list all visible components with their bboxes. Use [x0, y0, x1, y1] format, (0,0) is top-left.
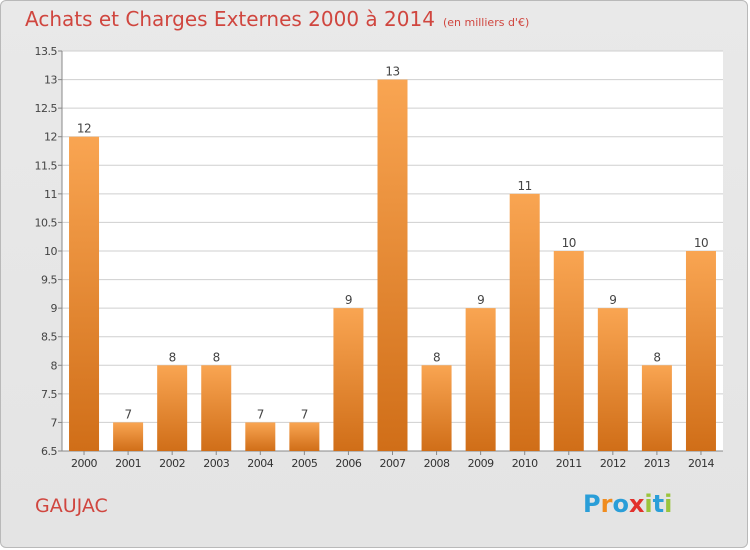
bar-value-label: 8	[653, 350, 660, 364]
x-tick-label: 2001	[115, 457, 141, 470]
y-tick-label: 11.5	[35, 159, 58, 172]
title-text: Achats et Charges Externes 2000 à 2014	[25, 7, 435, 31]
x-tick-label: 2014	[688, 457, 714, 470]
bar	[69, 136, 100, 451]
bar-value-label: 9	[609, 293, 616, 307]
bar	[113, 422, 144, 451]
bar	[509, 193, 540, 451]
logo-letter: t	[652, 490, 665, 518]
x-tick-label: 2013	[644, 457, 670, 470]
x-tick-label: 2002	[159, 457, 185, 470]
x-tick-label: 2003	[203, 457, 229, 470]
x-tick-label: 2007	[380, 457, 406, 470]
bar	[465, 308, 496, 451]
x-tick-label: 2000	[71, 457, 97, 470]
unit-label: (en milliers d'€)	[442, 16, 530, 29]
y-tick-label: 8	[51, 359, 58, 372]
bar	[333, 308, 364, 451]
logo-letter: i	[644, 490, 653, 518]
bar-value-label: 13	[385, 65, 399, 79]
y-tick-label: 13	[44, 74, 57, 87]
x-tick-label: 2012	[600, 457, 626, 470]
bar-value-label: 7	[301, 407, 308, 421]
commune-name: GAUJAC	[35, 495, 108, 517]
x-tick-label: 2006	[335, 457, 361, 470]
y-tick-label: 10	[44, 245, 57, 258]
bar-value-label: 12	[77, 122, 91, 136]
bar-value-label: 9	[345, 293, 352, 307]
logo-letter: o	[612, 490, 629, 518]
bar	[685, 251, 716, 451]
bar-value-label: 10	[694, 236, 708, 250]
bar-value-label: 11	[518, 179, 532, 193]
bar	[201, 365, 232, 451]
logo-letter: x	[628, 490, 645, 518]
bar-value-label: 8	[169, 350, 176, 364]
logo-letter: r	[600, 490, 613, 518]
bar-value-label: 7	[257, 407, 264, 421]
chart-title: Achats et Charges Externes 2000 à 2014 (e…	[25, 7, 529, 31]
y-tick-label: 9.5	[41, 274, 57, 287]
bar	[157, 365, 188, 451]
y-tick-label: 13.5	[35, 45, 58, 58]
y-tick-label: 11	[44, 188, 57, 201]
y-tick-label: 10.5	[35, 216, 58, 229]
y-tick-label: 8.5	[41, 331, 57, 344]
bar-value-label: 9	[477, 293, 484, 307]
y-tick-label: 9	[51, 302, 58, 315]
bar	[377, 79, 408, 452]
bar-value-label: 10	[562, 236, 576, 250]
x-tick-label: 2005	[291, 457, 317, 470]
bar-value-label: 8	[433, 350, 440, 364]
y-tick-label: 7.5	[41, 388, 57, 401]
bar	[553, 251, 584, 451]
y-tick-label: 6.5	[41, 445, 57, 458]
logo-letter: i	[664, 490, 673, 518]
bar	[641, 365, 672, 451]
x-tick-label: 2004	[247, 457, 273, 470]
bar	[245, 422, 276, 451]
y-tick-label: 12.5	[35, 102, 58, 115]
bar	[289, 422, 320, 451]
bar	[421, 365, 452, 451]
bar	[597, 308, 628, 451]
bar-value-label: 7	[125, 407, 132, 421]
x-tick-label: 2009	[468, 457, 494, 470]
x-tick-label: 2008	[424, 457, 450, 470]
logo-letter: P	[583, 490, 601, 518]
x-tick-label: 2010	[512, 457, 538, 470]
bar-value-label: 8	[213, 350, 220, 364]
proxiti-logo: Proxiti	[583, 490, 672, 518]
x-tick-label: 2011	[556, 457, 582, 470]
y-tick-label: 7	[51, 416, 58, 429]
y-tick-label: 12	[44, 131, 57, 144]
